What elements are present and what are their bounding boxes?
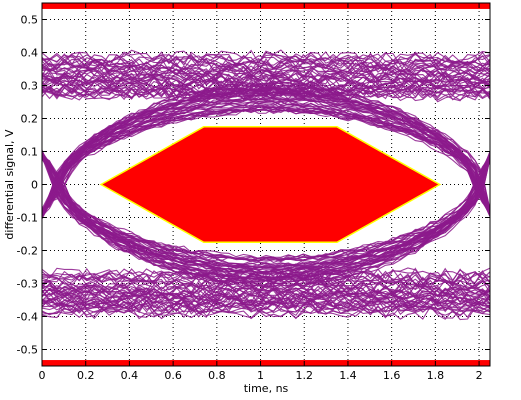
signal-trace [42, 71, 490, 86]
signal-trace [42, 57, 490, 73]
signal-trace [42, 281, 490, 296]
x-axis-label: time, ns [244, 382, 289, 395]
signal-trace [42, 73, 490, 89]
signal-traces [42, 49, 490, 321]
y-tick-label: 0.5 [21, 14, 39, 27]
signal-trace [42, 152, 490, 268]
y-tick-label: -0.4 [17, 311, 38, 324]
y-tick-label: -0.1 [17, 212, 38, 225]
signal-trace [42, 97, 490, 218]
signal-trace [42, 278, 490, 294]
x-tick-label: 2 [476, 369, 483, 382]
eye-mask [42, 3, 490, 366]
x-tick-label: 1.4 [339, 369, 357, 382]
axis-ticks: 0 0.2 0.4 0.6 0.8 1 1.2 1.4 1.6 1.8 2 0.5 0.4 0.3 0.2 0… [17, 3, 490, 382]
y-axis-label: differential signal, V [3, 129, 16, 240]
signal-trace [42, 269, 490, 285]
signal-trace [42, 305, 490, 321]
y-tick-label: 0.2 [21, 113, 39, 126]
signal-trace [42, 290, 490, 306]
x-tick-label: 1.6 [383, 369, 401, 382]
signal-trace [42, 68, 490, 83]
mask-top-band [42, 3, 490, 9]
signal-trace [42, 92, 490, 220]
signal-trace [42, 74, 490, 89]
signal-trace [42, 58, 490, 73]
signal-trace [42, 153, 490, 262]
x-tick-label: 0.8 [208, 369, 226, 382]
signal-trace [42, 108, 490, 212]
signal-trace [42, 151, 490, 275]
signal-trace [42, 87, 490, 102]
signal-trace [42, 152, 490, 288]
signal-trace [42, 108, 490, 214]
y-tick-label: -0.5 [17, 344, 38, 357]
signal-trace [42, 294, 490, 309]
x-tick-label: 1 [257, 369, 264, 382]
y-tick-label: 0.4 [21, 47, 39, 60]
mask-hexagon [99, 126, 442, 244]
y-tick-label: -0.2 [17, 245, 38, 258]
x-tick-label: 0 [39, 369, 46, 382]
x-tick-label: 0.4 [121, 369, 139, 382]
x-tick-label: 0.6 [164, 369, 182, 382]
signal-trace [42, 98, 490, 214]
signal-trace [42, 299, 490, 315]
y-tick-label: 0 [31, 179, 38, 192]
signal-trace [42, 81, 490, 218]
signal-trace [42, 287, 490, 303]
signal-trace [42, 151, 490, 281]
mask-bottom-band [42, 360, 490, 366]
y-tick-label: 0.3 [21, 80, 39, 93]
signal-trace [42, 53, 490, 68]
signal-trace [42, 61, 490, 76]
signal-trace [42, 155, 490, 269]
signal-trace [42, 156, 490, 259]
x-tick-label: 0.2 [77, 369, 95, 382]
x-tick-label: 1.2 [295, 369, 313, 382]
x-tick-label: 1.8 [427, 369, 445, 382]
signal-trace [42, 72, 490, 87]
y-tick-label: -0.3 [17, 278, 38, 291]
signal-trace [42, 87, 490, 217]
signal-trace [42, 83, 490, 216]
signal-trace [42, 100, 490, 216]
signal-trace [42, 286, 490, 301]
signal-trace [42, 80, 490, 217]
y-tick-label: 0.1 [21, 146, 39, 159]
